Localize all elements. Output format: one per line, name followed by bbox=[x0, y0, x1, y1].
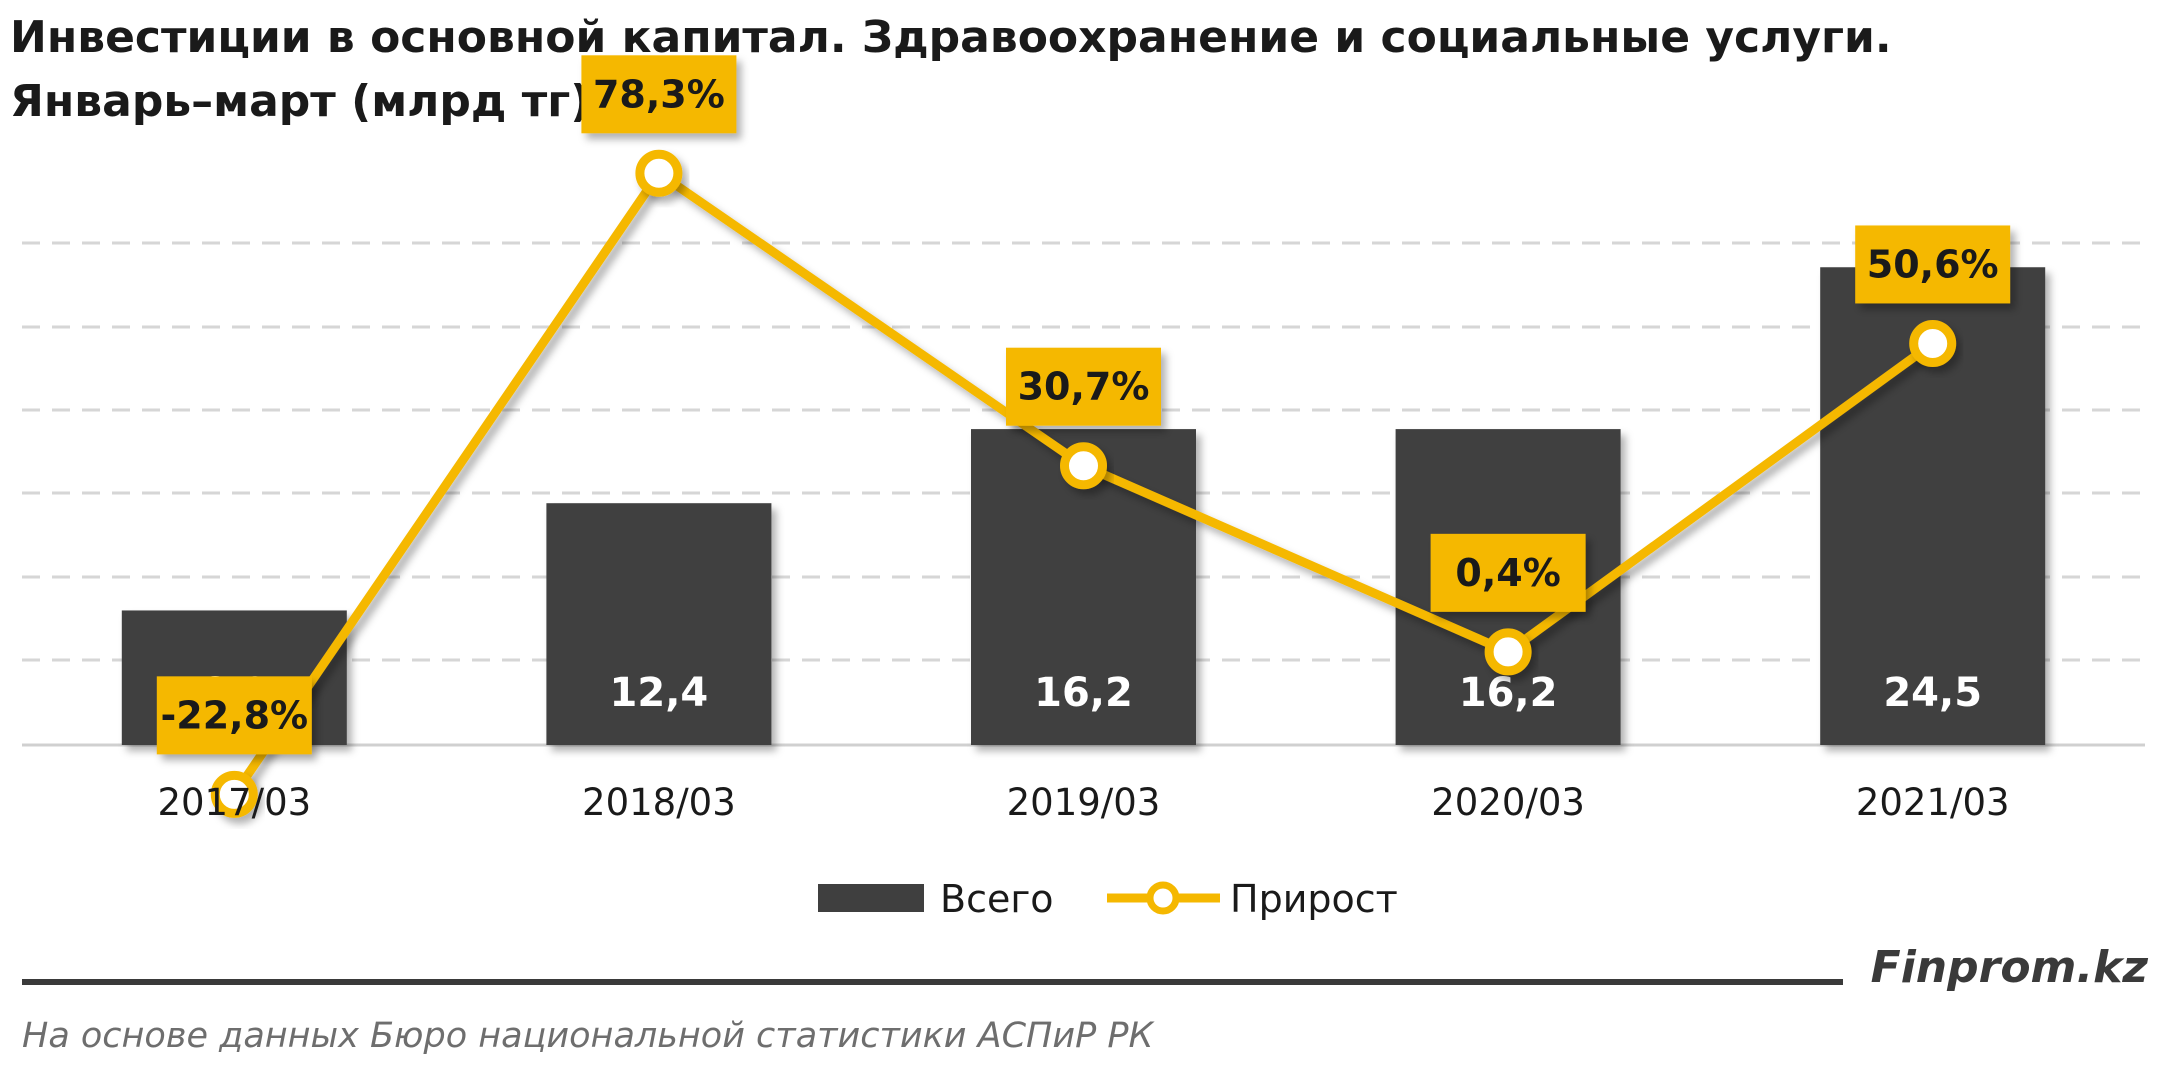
legend-label-growth: Прирост bbox=[1230, 877, 1398, 921]
growth-value-label: 78,3% bbox=[593, 72, 725, 116]
growth-value-label: 30,7% bbox=[1018, 365, 1150, 409]
growth-callout-box bbox=[156, 676, 312, 755]
x-tick-label: 2017/03 bbox=[157, 781, 311, 824]
x-tick-label: 2019/03 bbox=[1007, 781, 1161, 824]
bar-value-label: 16,2 bbox=[1034, 670, 1133, 716]
chart-title-line1: Инвестиции в основной капитал. Здравоохр… bbox=[10, 12, 1892, 63]
growth-value-label: 0,4% bbox=[1455, 551, 1560, 595]
growth-marker bbox=[1060, 442, 1107, 490]
x-tick-label: 2020/03 bbox=[1431, 781, 1585, 824]
brand-logo-text: Finprom.kz bbox=[1871, 942, 2149, 993]
bar-value-label: 24,5 bbox=[1883, 670, 1982, 716]
growth-callout-box bbox=[1006, 347, 1161, 426]
bar-value-label: 12,4 bbox=[610, 670, 709, 716]
growth-callout-box bbox=[581, 55, 737, 134]
growth-marker bbox=[210, 770, 258, 818]
bar-2018/03 bbox=[546, 503, 772, 745]
growth-callout-box bbox=[1855, 225, 2011, 304]
x-tick-label: 2021/03 bbox=[1856, 781, 2010, 824]
legend-label-total: Всего bbox=[940, 877, 1054, 921]
bars-group: 6,912,416,216,224,5 bbox=[121, 267, 2046, 745]
source-note: На основе данных Бюро национальной стати… bbox=[22, 1016, 1155, 1056]
chart-title: Инвестиции в основной капитал. Здравоохр… bbox=[10, 6, 2140, 134]
growth-value-label: 50,6% bbox=[1867, 242, 1999, 286]
legend-swatch-total bbox=[818, 884, 924, 912]
bar-value-label: 16,2 bbox=[1459, 670, 1558, 716]
category-labels: 2017/03 2018/03 2019/03 2020/03 2021/03 bbox=[157, 781, 2009, 824]
growth-marker bbox=[635, 149, 683, 197]
chart-title-line2: Январь–март (млрд тг) bbox=[10, 76, 591, 127]
growth-line-group: -22,8% 78,3% 30,7% 0,4% 50,6% bbox=[156, 55, 2011, 818]
growth-value-label: -22,8% bbox=[160, 693, 308, 737]
growth-callout-box bbox=[1430, 533, 1586, 612]
growth-marker bbox=[1484, 628, 1532, 676]
legend: Всего Прирост bbox=[818, 877, 1398, 921]
growth-marker bbox=[1909, 319, 1957, 367]
legend-swatch-growth-marker bbox=[1146, 881, 1180, 915]
x-tick-label: 2018/03 bbox=[582, 781, 736, 824]
